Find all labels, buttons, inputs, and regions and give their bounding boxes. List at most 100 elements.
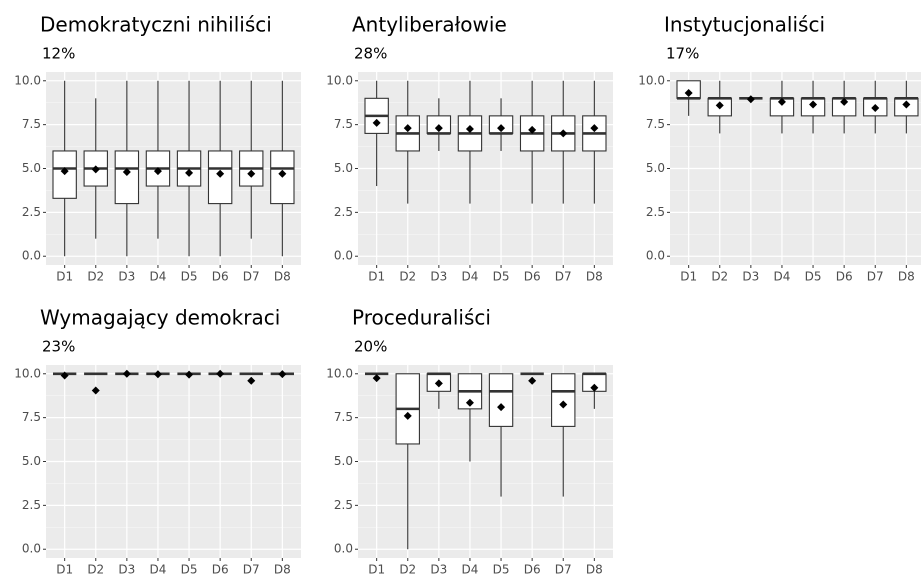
mean-marker	[153, 370, 162, 379]
y-tick-label: 0.0	[334, 249, 353, 263]
x-tick-label: D6	[212, 563, 229, 577]
x-tick-label: D5	[181, 270, 198, 284]
panel-subtitle: 23%	[42, 338, 75, 356]
mean-marker	[216, 169, 225, 178]
mean-marker	[91, 165, 100, 174]
mean-marker	[871, 103, 880, 112]
x-tick-label: D5	[493, 270, 510, 284]
mean-marker	[777, 97, 786, 106]
mean-marker	[247, 376, 256, 385]
y-tick-label: 7.5	[646, 117, 665, 131]
x-tick-label: D4	[462, 270, 479, 284]
mean-marker	[497, 124, 506, 133]
y-tick-label: 5.0	[22, 454, 41, 468]
panel-subtitle: 28%	[354, 45, 387, 63]
x-tick-label: D8	[274, 563, 291, 577]
y-tick-label: 0.0	[646, 249, 665, 263]
mean-marker	[465, 398, 474, 407]
x-tick-label: D2	[399, 563, 416, 577]
mean-marker	[372, 374, 381, 383]
x-tick-label: D8	[274, 270, 291, 284]
y-tick-label: 5.0	[334, 454, 353, 468]
y-tick-label: 7.5	[334, 410, 353, 424]
y-tick-label: 10.0	[326, 366, 353, 380]
x-tick-label: D4	[774, 270, 791, 284]
y-tick-label: 10.0	[14, 366, 41, 380]
y-tick-label: 5.0	[334, 161, 353, 175]
x-tick-label: D2	[399, 270, 416, 284]
x-tick-label: D2	[87, 563, 104, 577]
mean-marker	[684, 89, 693, 98]
y-tick-label: 2.5	[646, 205, 665, 219]
x-tick-label: D1	[680, 270, 697, 284]
y-tick-label: 5.0	[646, 161, 665, 175]
panel-title: Demokratyczni nihiliści	[40, 13, 272, 37]
x-tick-label: D3	[118, 270, 135, 284]
x-tick-label: D1	[56, 270, 73, 284]
mean-marker	[559, 129, 568, 138]
y-tick-label: 2.5	[22, 205, 41, 219]
mean-marker	[746, 95, 755, 104]
y-tick-label: 5.0	[22, 161, 41, 175]
x-tick-label: D5	[805, 270, 822, 284]
mean-marker	[809, 100, 818, 109]
mean-marker	[403, 124, 412, 133]
mean-marker	[372, 118, 381, 127]
x-tick-label: D8	[898, 270, 915, 284]
mean-marker	[497, 403, 506, 412]
mean-marker	[434, 124, 443, 133]
x-tick-label: D6	[524, 270, 541, 284]
x-tick-label: D7	[555, 563, 572, 577]
mean-marker	[590, 124, 599, 133]
mean-marker	[153, 167, 162, 176]
mean-marker	[122, 369, 131, 378]
y-tick-label: 2.5	[334, 498, 353, 512]
x-tick-label: D7	[243, 563, 260, 577]
x-tick-label: D4	[150, 563, 167, 577]
box	[551, 373, 576, 427]
x-tick-label: D5	[493, 563, 510, 577]
x-tick-label: D8	[586, 563, 603, 577]
mean-marker	[185, 370, 194, 379]
x-tick-label: D6	[836, 270, 853, 284]
mean-marker	[185, 168, 194, 177]
mean-marker	[60, 167, 69, 176]
x-tick-label: D5	[181, 563, 198, 577]
mean-marker	[715, 101, 724, 110]
x-tick-label: D7	[867, 270, 884, 284]
y-tick-label: 7.5	[22, 410, 41, 424]
x-tick-label: D6	[212, 270, 229, 284]
panel: Wymagający demokraci 23% 0.0 2.5 5.0 7.5 10.0 D…	[14, 306, 301, 577]
x-tick-label: D3	[430, 270, 447, 284]
mean-marker	[590, 383, 599, 392]
panel-subtitle: 17%	[666, 45, 699, 63]
mean-marker	[216, 369, 225, 378]
y-tick-label: 2.5	[334, 205, 353, 219]
mean-marker	[122, 168, 131, 177]
panel-title: Antyliberałowie	[352, 13, 507, 37]
mean-marker	[278, 370, 287, 379]
x-tick-label: D3	[118, 563, 135, 577]
panel-subtitle: 20%	[354, 338, 387, 356]
mean-marker	[559, 400, 568, 409]
panel: Proceduraliści 20% 0.0 2.5 5.0 7.5 10.0 D1 D2 D3 D…	[326, 306, 613, 577]
panel-title: Wymagający demokraci	[40, 306, 280, 330]
x-tick-label: D3	[430, 563, 447, 577]
box	[114, 150, 140, 205]
panel-title: Instytucjonaliści	[664, 13, 825, 37]
y-tick-label: 2.5	[22, 498, 41, 512]
y-tick-label: 7.5	[334, 117, 353, 131]
x-tick-label: D7	[555, 270, 572, 284]
x-tick-label: D2	[711, 270, 728, 284]
mean-marker	[528, 376, 537, 385]
y-tick-label: 0.0	[22, 542, 41, 556]
x-tick-label: D8	[586, 270, 603, 284]
mean-marker	[840, 97, 849, 106]
y-tick-label: 0.0	[22, 249, 41, 263]
y-tick-label: 0.0	[334, 542, 353, 556]
y-tick-label: 10.0	[638, 73, 665, 87]
panel-title: Proceduraliści	[352, 306, 491, 330]
panel: Antyliberałowie 28% 0.0 2.5 5.0 7.5 10.0 D1 D2 D3…	[326, 13, 613, 284]
mean-marker	[403, 411, 412, 420]
